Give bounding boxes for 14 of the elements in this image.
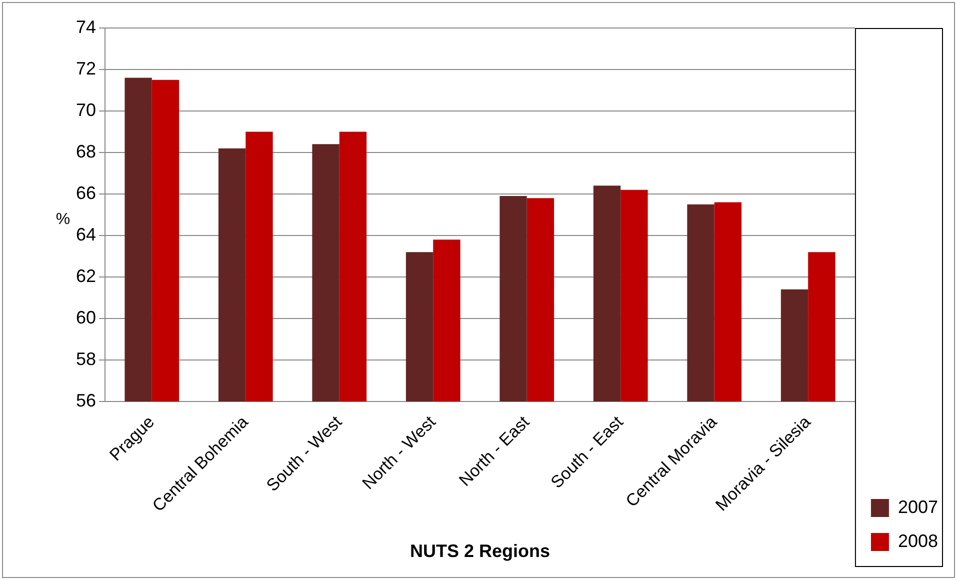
y-tick-label: 64 [76, 224, 96, 244]
y-tick-label: 66 [76, 182, 96, 203]
legend-label: 2007 [898, 496, 938, 517]
y-tick-label: 68 [76, 141, 96, 162]
y-tick-label: 74 [76, 16, 96, 37]
y-tick-label: 70 [76, 100, 96, 120]
y-tick-label: 62 [76, 266, 96, 286]
y-tick-label: 58 [76, 348, 96, 369]
y-tick-label: 60 [76, 307, 96, 328]
legend-label: 2008 [898, 530, 938, 551]
y-tick-label: 72 [76, 58, 96, 78]
y-tick-label: 56 [76, 390, 96, 410]
y-axis-title: % [56, 211, 70, 228]
x-axis-title: NUTS 2 Regions [410, 541, 550, 562]
